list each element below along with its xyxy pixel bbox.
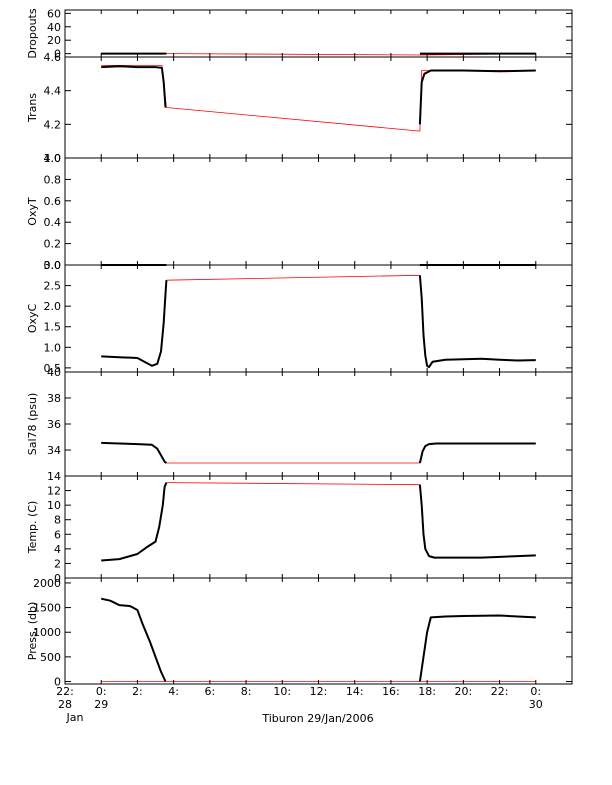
y-tick-label: 1.0	[44, 341, 62, 354]
y-axis-label: Press. (db)	[26, 602, 39, 661]
x-tick-label: 22:	[56, 685, 74, 698]
x-tick-month: Jan	[66, 711, 84, 724]
series-line-raw-1	[101, 65, 536, 132]
y-tick-label: 1.0	[44, 152, 62, 165]
y-tick-label: 10	[47, 499, 61, 512]
x-tick-label: 14:	[346, 685, 364, 698]
y-tick-label: 0.8	[44, 173, 62, 186]
y-tick-label: 0.4	[44, 216, 62, 229]
y-tick-label: 4	[54, 543, 61, 556]
y-tick-label: 0.2	[44, 238, 62, 251]
panel-frame	[64, 475, 573, 579]
y-tick-label: 1000	[33, 626, 61, 639]
x-tick-label: 2:	[132, 685, 143, 698]
y-tick-label: 60	[47, 7, 61, 20]
y-tick-label: 0	[54, 48, 61, 61]
x-tick-label: 20:	[455, 685, 473, 698]
panel-3: 0.0 0.2 0.4 0.6 0.8 1.0 OxyT	[26, 152, 573, 272]
x-tick-label: 0:	[96, 685, 107, 698]
x-tick-date: 28	[58, 698, 72, 711]
time-axis-label: Tiburon 29/Jan/2006	[261, 712, 373, 725]
series-line-processed-2	[101, 441, 167, 464]
series-line-processed-3	[418, 614, 536, 682]
y-tick-label: 34	[47, 444, 61, 457]
y-tick-label: 0.6	[44, 195, 62, 208]
panel-frame	[64, 577, 573, 685]
y-axis-label: Temp. (C)	[26, 501, 39, 555]
x-tick-label: 4:	[168, 685, 179, 698]
y-axis-label: OxyT	[26, 197, 39, 226]
y-tick-label: 1500	[33, 602, 61, 615]
y-tick-label: 8	[54, 514, 61, 527]
y-tick-label: 20	[47, 34, 61, 47]
y-axis-label: Sal78 (psu)	[26, 393, 39, 456]
y-tick-label: 0.5	[44, 362, 62, 375]
series-line-raw-1	[166, 482, 420, 486]
series-line-processed-3	[418, 484, 536, 559]
series-line-processed-3	[418, 69, 536, 125]
y-tick-label: 2.5	[44, 280, 62, 293]
y-tick-label: 4.6	[44, 51, 62, 64]
x-tick-label: 18:	[418, 685, 436, 698]
series-line-processed-2	[100, 597, 167, 682]
y-tick-label: 2	[54, 557, 61, 570]
series-line-processed-3	[418, 275, 536, 369]
y-axis-label: Trans	[26, 93, 39, 123]
series-line-processed-2	[101, 280, 168, 367]
y-tick-label: 40	[47, 366, 61, 379]
x-tick-label: 8:	[241, 685, 252, 698]
y-tick-label: 14	[47, 470, 61, 483]
y-tick-label: 2000	[33, 577, 61, 590]
x-tick-label: 6:	[204, 685, 215, 698]
y-tick-label: 36	[47, 418, 61, 431]
y-tick-label: 0.0	[44, 259, 62, 272]
x-tick-label: 12:	[310, 685, 328, 698]
x-tick-label: 10:	[273, 685, 291, 698]
panel-2: 4.0 4.2 4.4 4.6 Trans	[26, 51, 573, 165]
x-tick-label: 16:	[382, 685, 400, 698]
series-line-processed-2	[101, 65, 167, 108]
y-tick-label: 0	[54, 572, 61, 585]
series-line-processed-3	[418, 442, 536, 464]
x-tick-date: 30	[529, 698, 543, 711]
panel-frame	[64, 9, 573, 58]
y-tick-label: 4.4	[44, 85, 62, 98]
y-tick-label: 6	[54, 528, 61, 541]
x-tick-label: 22:	[491, 685, 509, 698]
y-axis-label: Dropouts	[26, 8, 39, 58]
panel-7: 0 500 1000 1500 2000 Press. (db)	[26, 577, 573, 689]
panel-5: 34 36 38 40 Sal78 (psu)	[26, 366, 573, 477]
y-tick-label: 4.2	[44, 118, 62, 131]
panel-frame	[64, 371, 573, 477]
y-tick-label: 4.0	[44, 152, 62, 165]
y-tick-label: 40	[47, 21, 61, 34]
y-tick-label: 12	[47, 485, 61, 498]
y-tick-label: 0	[54, 676, 61, 689]
y-tick-label: 2.0	[44, 300, 62, 313]
y-tick-label: 38	[47, 392, 61, 405]
series-line-processed-2	[101, 482, 168, 562]
series-line-raw-1	[166, 274, 420, 281]
panel-frame	[64, 157, 573, 266]
x-tick-date: 29	[94, 698, 108, 711]
y-tick-label: 1.5	[44, 321, 62, 334]
y-tick-label: 500	[40, 651, 61, 664]
y-axis-label: OxyC	[26, 304, 39, 334]
x-tick-label: 0:	[530, 685, 541, 698]
panel-frame	[64, 264, 573, 373]
panels: 0204060Dropouts4.04.24.44.6Trans0.00.20.…	[26, 7, 573, 689]
y-tick-label: 3.0	[44, 259, 62, 272]
panel-4: 0.5 1.0 1.5 2.0 2.5 3.0 OxyC	[26, 259, 573, 375]
